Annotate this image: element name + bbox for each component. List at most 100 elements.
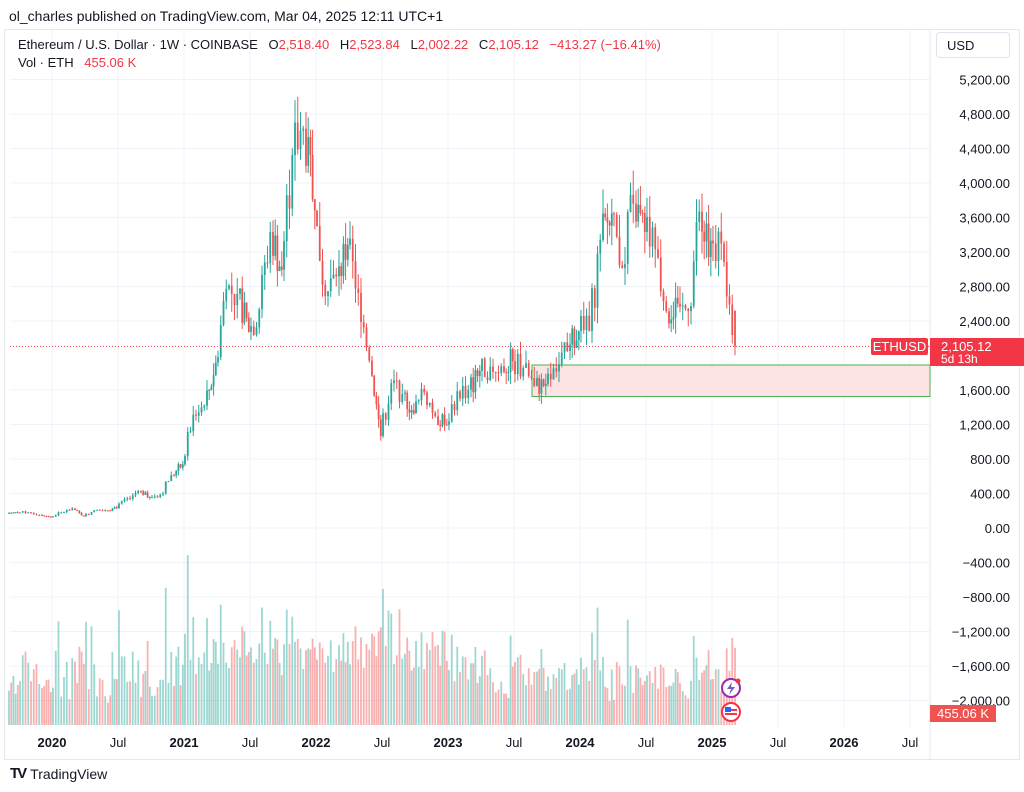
volume-bar (379, 627, 382, 725)
volume-bar (406, 637, 409, 725)
volume-bar (558, 668, 560, 725)
volume-bar (27, 662, 30, 725)
candle-body (426, 392, 428, 406)
candle-body (186, 431, 189, 457)
volume-bar (606, 688, 609, 725)
candle-body (175, 470, 178, 476)
candle-body (533, 378, 536, 387)
volume-bar (80, 651, 83, 725)
volume-bar (434, 646, 437, 725)
volume-bar (8, 690, 10, 725)
volume-bar (371, 633, 373, 725)
volume-bar (549, 689, 552, 725)
volume-bar (351, 641, 354, 725)
candle-body (212, 375, 215, 387)
volume-bar (626, 619, 629, 725)
volume-bar (200, 664, 203, 725)
price-tick-label: 1,200.00 (959, 418, 1010, 433)
currency-button[interactable]: USD (936, 32, 1010, 58)
symbol-description[interactable]: Ethereum / U.S. Dollar · 1W · COINBASE (18, 37, 258, 52)
time-tick-label: Jul (110, 735, 127, 750)
candle-body (206, 390, 208, 406)
candle-body (431, 402, 434, 413)
candle-body (302, 128, 305, 131)
candle-body (613, 213, 615, 215)
volume-bar (131, 651, 134, 725)
candle-body (10, 512, 13, 514)
price-tick-label: 3,600.00 (959, 211, 1010, 226)
candle-body (608, 222, 611, 226)
volume-bar (608, 701, 611, 725)
volume-bar (563, 663, 566, 725)
volume-bar (714, 669, 717, 725)
volume-bar (177, 646, 180, 725)
volume-bar (575, 669, 578, 725)
candle-body (173, 475, 175, 477)
volume-bar (175, 656, 178, 725)
volume-bar (305, 650, 307, 725)
volume-bar (687, 698, 690, 725)
candle-body (489, 366, 492, 381)
volume-bar (225, 662, 228, 725)
volume-bar (243, 631, 246, 725)
volume-bar (208, 670, 211, 725)
volume-bar (516, 657, 519, 725)
candle-body (123, 499, 126, 502)
volume-bar (45, 679, 48, 725)
candle-body (192, 414, 195, 432)
candle-body (85, 513, 87, 517)
candle-body (126, 498, 129, 500)
candle-body (93, 510, 96, 513)
volume-bar (486, 675, 489, 725)
candle-body (12, 512, 15, 514)
volume-bar (474, 646, 477, 725)
volume-bar (21, 655, 24, 725)
volume-bar (544, 690, 547, 725)
candle-body (648, 216, 651, 247)
candle-body (610, 213, 613, 226)
candle-body (712, 240, 714, 244)
volume-bar (375, 656, 378, 725)
candle-body (472, 377, 475, 393)
volume-bar (137, 660, 140, 725)
price-tag-countdown: 5d 13h (941, 352, 978, 366)
candle-body (393, 380, 395, 384)
volume-bar (179, 685, 182, 725)
volume-bar (76, 682, 79, 725)
volume-bar (148, 686, 151, 725)
candle-body (448, 421, 450, 425)
candle-body (80, 512, 83, 516)
volume-bar (410, 670, 413, 725)
candle-body (159, 494, 162, 498)
candle-body (236, 293, 239, 306)
volume-bar (408, 650, 411, 725)
candle-body (208, 389, 211, 391)
volume-bar (222, 642, 225, 725)
volume-bar (344, 662, 347, 725)
candle-body (113, 507, 116, 509)
candle-body (283, 241, 285, 270)
candle-body (354, 261, 357, 289)
candle-body (52, 516, 54, 518)
candle-body (662, 291, 665, 302)
candle-body (54, 515, 57, 517)
candle-body (98, 509, 101, 511)
candle-body (280, 266, 283, 270)
candle-body (129, 498, 131, 500)
volume-bar (332, 671, 335, 725)
volume-bar (276, 639, 279, 725)
candle-body (573, 328, 576, 348)
volume-bar (74, 661, 76, 725)
candle-body (606, 217, 609, 223)
volume-bar (494, 692, 497, 725)
tradingview-logo[interactable]: TV TradingView (10, 765, 107, 782)
volume-bar (665, 686, 668, 725)
events-icon[interactable] (721, 678, 741, 698)
candle-body (639, 204, 642, 213)
volume-bar (126, 681, 129, 725)
volume-label[interactable]: Vol · ETH (18, 55, 74, 70)
volume-bar (181, 664, 184, 725)
us-flag-icon[interactable] (721, 702, 741, 722)
candle-body (274, 235, 277, 256)
